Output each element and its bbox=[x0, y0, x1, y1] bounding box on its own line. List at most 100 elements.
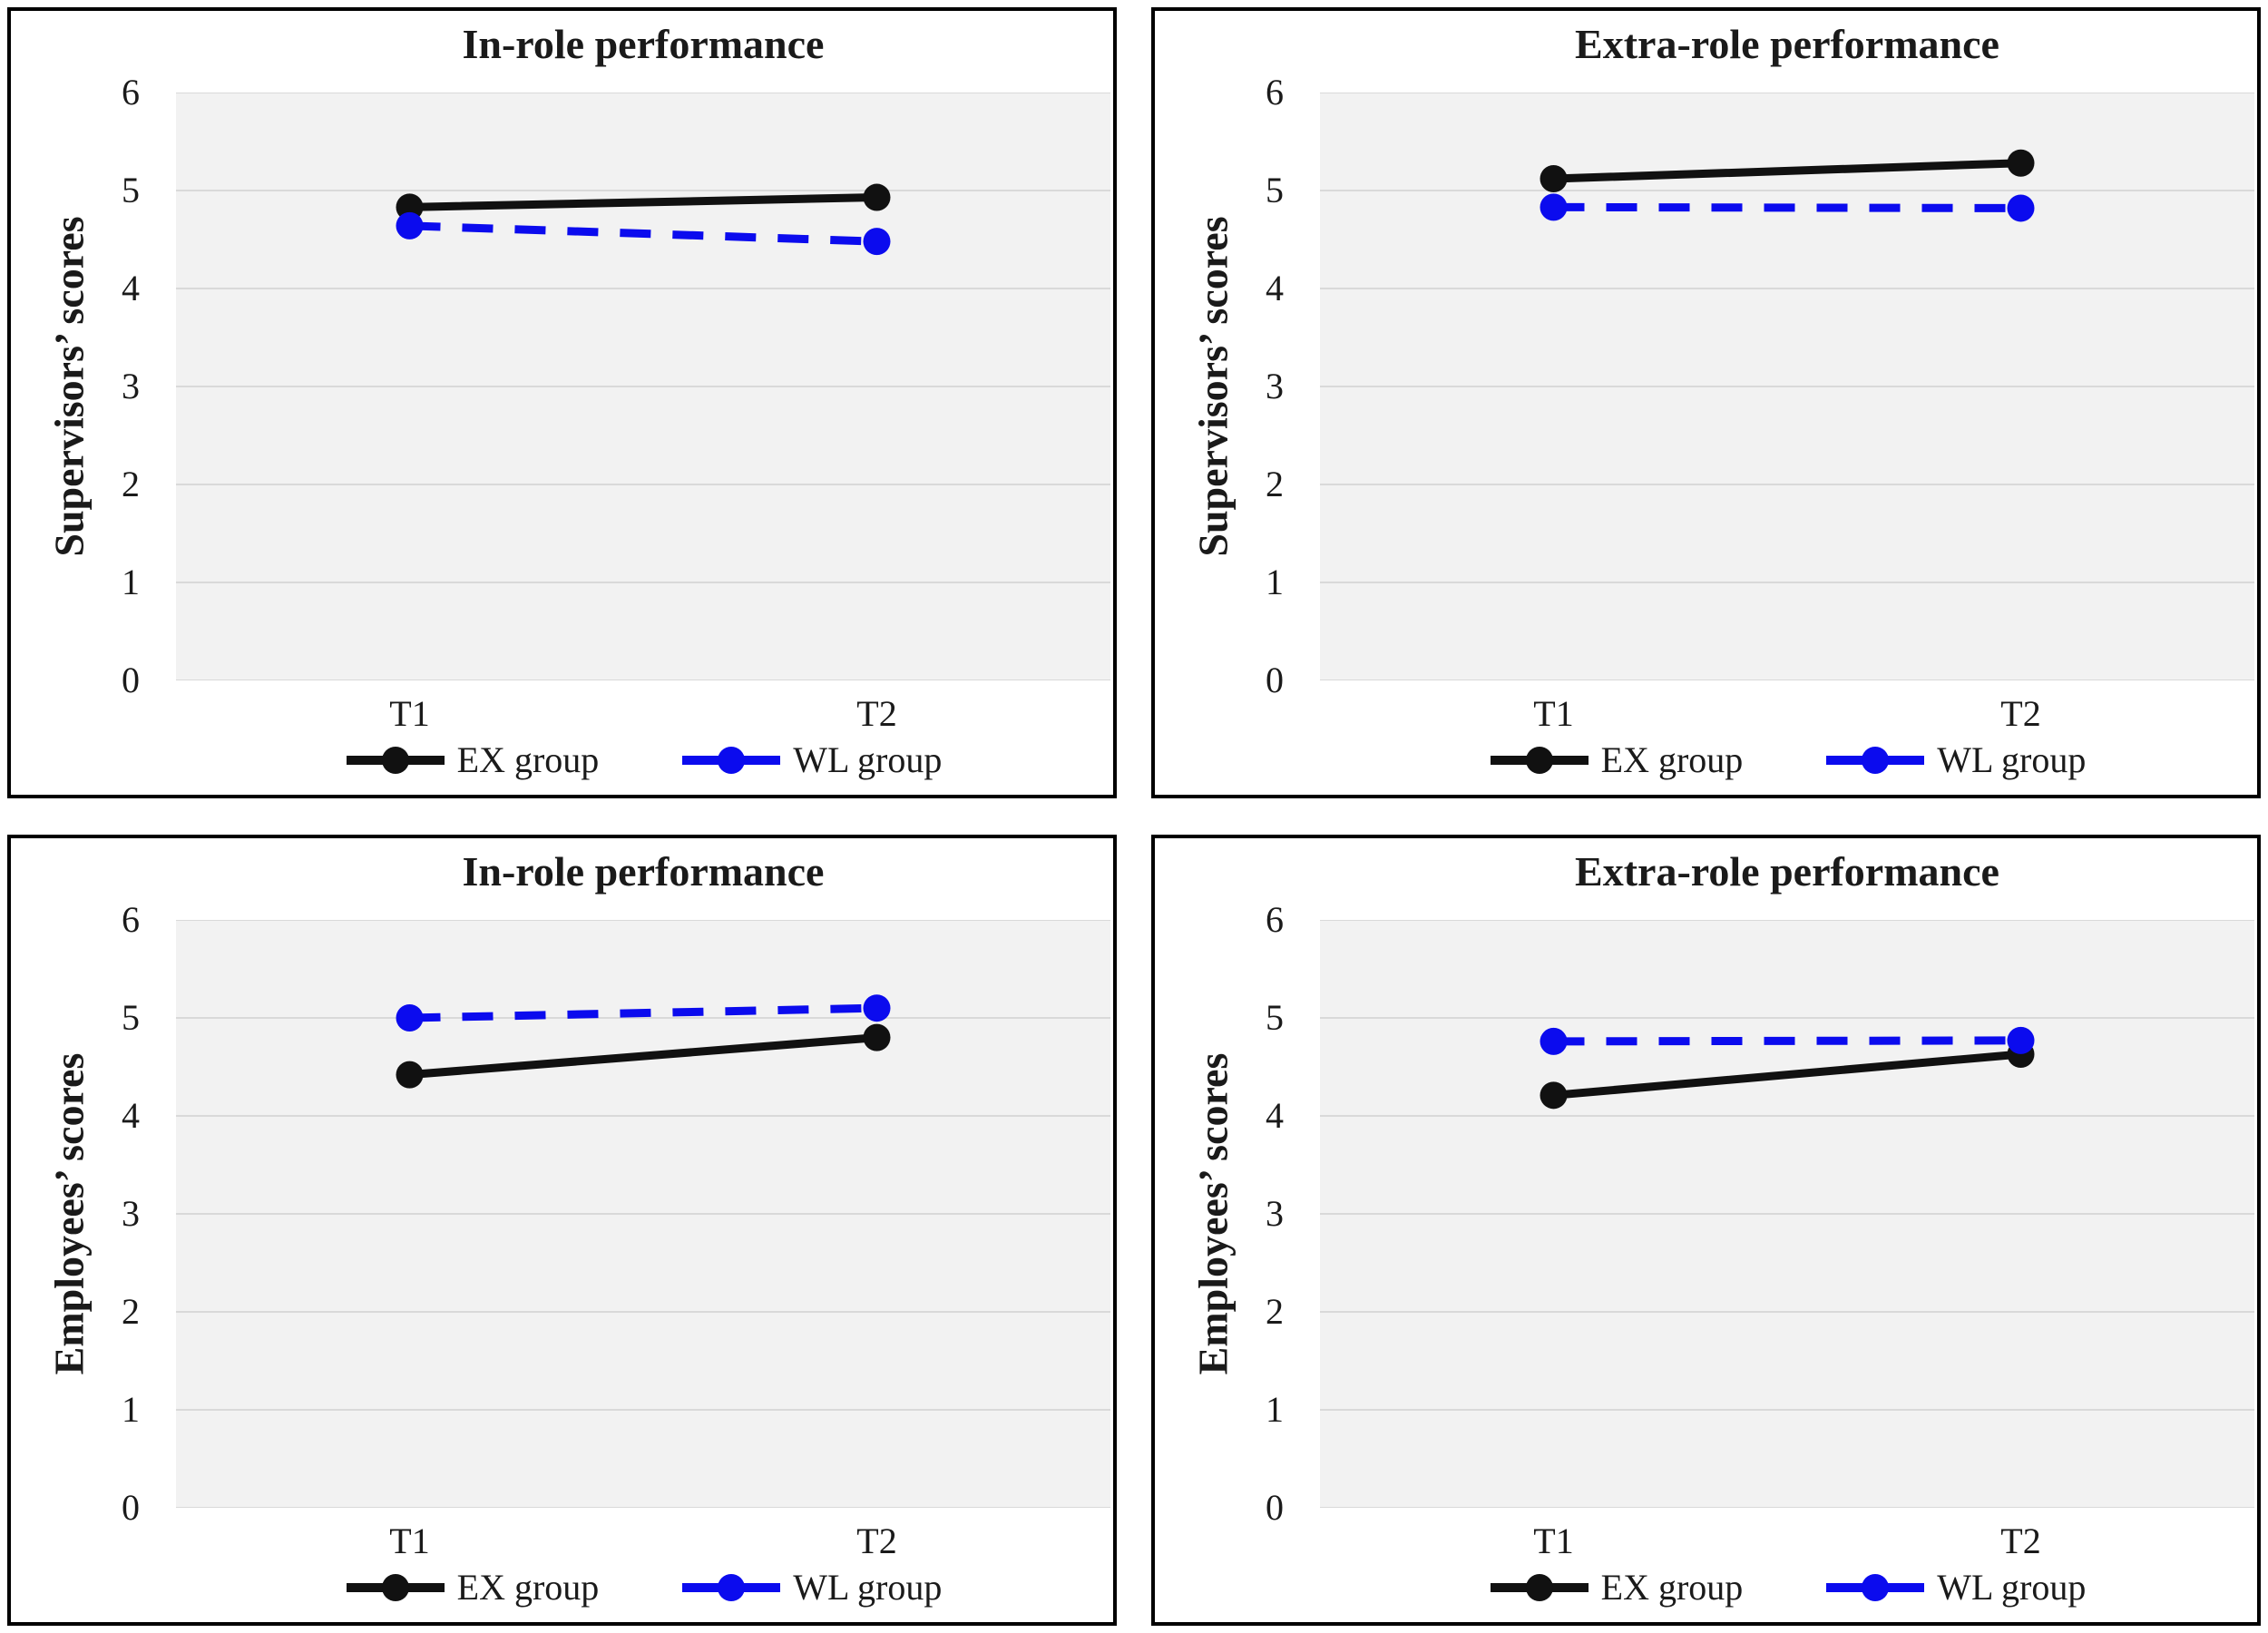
legend-label-wl-group: WL group bbox=[793, 739, 943, 780]
chart-title: In-role performance bbox=[462, 848, 825, 895]
chart-title: Extra-role performance bbox=[1575, 21, 1999, 67]
ex-group-marker-t1 bbox=[1540, 1081, 1568, 1110]
y-tick-label-1: 1 bbox=[122, 1389, 140, 1430]
y-tick-label-2: 2 bbox=[1266, 464, 1284, 504]
y-tick-label-3: 3 bbox=[122, 1193, 140, 1234]
y-tick-label-0: 0 bbox=[122, 1487, 140, 1528]
legend-item-ex-group: EX group bbox=[345, 739, 600, 780]
wl-group-marker-t1 bbox=[1540, 1027, 1568, 1055]
chart-panel-supervisors-in-role: In-role performance Supervisors’ scores … bbox=[7, 7, 1117, 798]
ex-group-marker-t2 bbox=[2007, 149, 2035, 177]
x-tick-t2: T2 bbox=[2000, 693, 2041, 734]
legend-item-ex-group: EX group bbox=[1489, 1567, 1744, 1608]
x-tick-t2: T2 bbox=[856, 1521, 897, 1561]
x-tick-t2: T2 bbox=[856, 693, 897, 734]
y-tick-label-4: 4 bbox=[1266, 268, 1284, 308]
wl-group-line bbox=[1553, 202, 2021, 212]
plot-area bbox=[1320, 93, 2254, 680]
x-axis-category-labels: T1 T2 bbox=[176, 693, 1110, 735]
ex-group-marker-t1 bbox=[396, 1061, 424, 1089]
wl-group-marker-t2 bbox=[863, 994, 891, 1022]
ex-group-marker-t1 bbox=[396, 193, 424, 221]
legend-label-ex-group: EX group bbox=[1600, 1567, 1744, 1608]
ex-group-marker-t1 bbox=[1540, 165, 1568, 193]
y-tick-label-1: 1 bbox=[122, 562, 140, 602]
ex-group-line-swatch-icon bbox=[1489, 744, 1590, 777]
ex-group-line bbox=[1549, 1050, 2025, 1100]
wl-group-marker-t2 bbox=[2007, 194, 2035, 222]
legend-label-ex-group: EX group bbox=[456, 1567, 600, 1608]
wl-group-marker-t2 bbox=[2007, 1026, 2035, 1054]
legend: EX group WL group bbox=[176, 1568, 1110, 1608]
legend-item-wl-group: WL group bbox=[1824, 1568, 2086, 1608]
legend-label-wl-group: WL group bbox=[793, 1567, 943, 1608]
x-tick-t1: T1 bbox=[1533, 693, 1574, 734]
x-axis-category-labels: T1 T2 bbox=[1320, 1521, 2254, 1562]
y-tick-label-3: 3 bbox=[1266, 366, 1284, 406]
x-tick-t1: T1 bbox=[1533, 1521, 1574, 1561]
ex-group-line bbox=[406, 1033, 881, 1080]
y-tick-label-5: 5 bbox=[1266, 997, 1284, 1038]
legend-item-wl-group: WL group bbox=[680, 740, 942, 780]
y-tick-label-6: 6 bbox=[122, 899, 140, 940]
y-tick-label-1: 1 bbox=[1266, 562, 1284, 602]
x-tick-t1: T1 bbox=[389, 1521, 430, 1561]
y-tick-label-6: 6 bbox=[122, 72, 140, 112]
wl-group-marker-t1 bbox=[1540, 193, 1568, 221]
legend: EX group WL group bbox=[1320, 1568, 2254, 1608]
x-tick-t2: T2 bbox=[2000, 1521, 2041, 1561]
y-tick-label-2: 2 bbox=[122, 1291, 140, 1332]
y-tick-label-1: 1 bbox=[1266, 1389, 1284, 1430]
y-tick-label-0: 0 bbox=[122, 660, 140, 700]
x-axis-category-labels: T1 T2 bbox=[176, 1521, 1110, 1562]
y-tick-label-3: 3 bbox=[122, 366, 140, 406]
y-tick-label-4: 4 bbox=[1266, 1095, 1284, 1136]
legend-item-ex-group: EX group bbox=[1489, 739, 1744, 780]
wl-group-line-swatch-icon bbox=[680, 1571, 782, 1604]
plot-area bbox=[176, 920, 1110, 1508]
chart-panel-supervisors-extra-role: Extra-role performance Supervisors’ scor… bbox=[1151, 7, 2261, 798]
y-tick-label-3: 3 bbox=[1266, 1193, 1284, 1234]
y-axis-tick-labels: 0 1 2 3 4 5 6 bbox=[11, 902, 156, 1526]
legend-item-wl-group: WL group bbox=[1824, 740, 2086, 780]
y-tick-label-6: 6 bbox=[1266, 72, 1284, 112]
wl-group-marker-t2 bbox=[863, 228, 891, 256]
wl-group-line-swatch-icon bbox=[680, 744, 782, 777]
y-axis-tick-labels: 0 1 2 3 4 5 6 bbox=[1155, 902, 1300, 1526]
legend-label-ex-group: EX group bbox=[1600, 739, 1744, 780]
y-axis-tick-labels: 0 1 2 3 4 5 6 bbox=[1155, 74, 1300, 699]
wl-group-line bbox=[409, 221, 877, 246]
ex-group-line-swatch-icon bbox=[345, 744, 446, 777]
ex-group-marker-t2 bbox=[863, 183, 891, 211]
y-tick-label-5: 5 bbox=[1266, 170, 1284, 210]
legend-item-wl-group: WL group bbox=[680, 1568, 942, 1608]
y-tick-label-2: 2 bbox=[122, 464, 140, 504]
chart-panel-employees-extra-role: Extra-role performance Employees’ scores… bbox=[1151, 835, 2261, 1626]
y-tick-label-0: 0 bbox=[1266, 1487, 1284, 1528]
ex-group-line-swatch-icon bbox=[1489, 1571, 1590, 1604]
legend-label-wl-group: WL group bbox=[1937, 1567, 2087, 1608]
wl-group-line bbox=[409, 1003, 877, 1022]
y-tick-label-6: 6 bbox=[1266, 899, 1284, 940]
y-tick-label-5: 5 bbox=[122, 997, 140, 1038]
wl-group-marker-t1 bbox=[396, 1004, 424, 1032]
chart-title: In-role performance bbox=[462, 21, 825, 67]
x-tick-t1: T1 bbox=[389, 693, 430, 734]
y-tick-label-5: 5 bbox=[122, 170, 140, 210]
legend: EX group WL group bbox=[1320, 740, 2254, 780]
legend-item-ex-group: EX group bbox=[345, 1567, 600, 1608]
wl-group-line-swatch-icon bbox=[1824, 744, 1926, 777]
wl-group-marker-t1 bbox=[396, 211, 424, 240]
y-tick-label-4: 4 bbox=[122, 1095, 140, 1136]
y-tick-label-4: 4 bbox=[122, 268, 140, 308]
ex-group-line-swatch-icon bbox=[345, 1571, 446, 1604]
ex-group-marker-t2 bbox=[863, 1023, 891, 1051]
x-axis-category-labels: T1 T2 bbox=[1320, 693, 2254, 735]
legend-label-ex-group: EX group bbox=[456, 739, 600, 780]
plot-area bbox=[1320, 920, 2254, 1508]
legend-label-wl-group: WL group bbox=[1937, 739, 2087, 780]
y-tick-label-2: 2 bbox=[1266, 1291, 1284, 1332]
ex-group-line bbox=[406, 193, 881, 211]
